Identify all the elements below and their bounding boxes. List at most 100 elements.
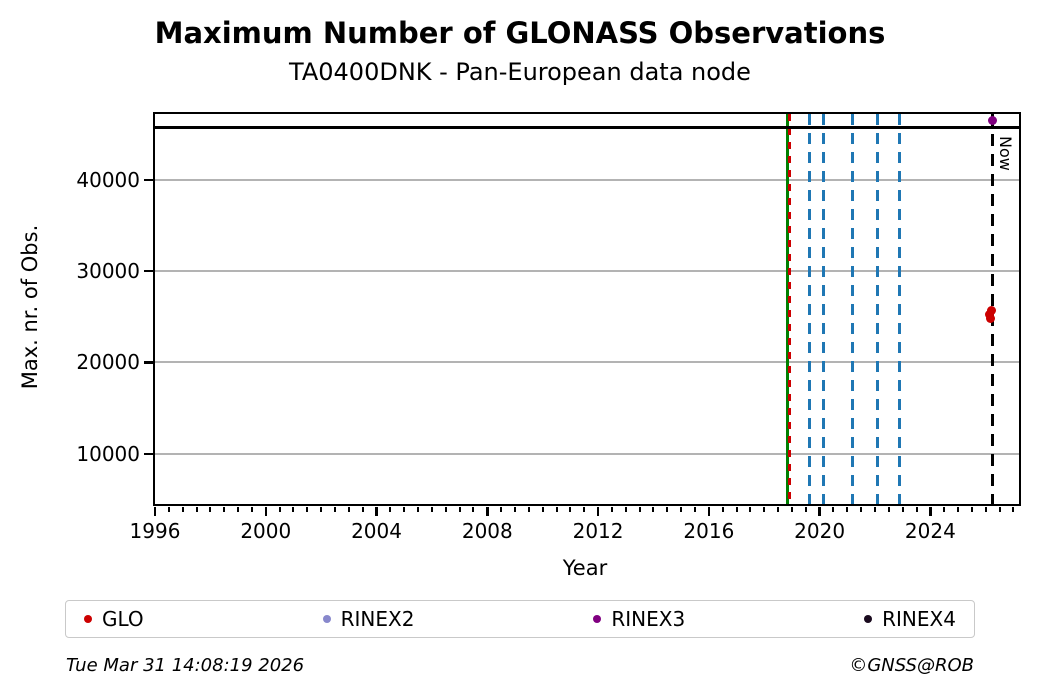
chart-title: Maximum Number of GLONASS Observations	[154, 16, 886, 50]
x-minor-tick	[541, 506, 544, 512]
copyright-credit: ©GNSS@ROB	[849, 655, 974, 676]
x-major-tick	[929, 506, 932, 516]
x-minor-tick	[749, 506, 752, 512]
x-tick-label: 2024	[904, 519, 956, 543]
x-minor-tick	[694, 506, 696, 512]
x-minor-tick	[970, 506, 973, 512]
x-minor-tick	[680, 506, 683, 512]
x-minor-tick	[209, 506, 212, 512]
x-minor-tick	[320, 506, 323, 512]
x-tick-label: 2020	[794, 519, 846, 543]
y-tick-label: 30000	[76, 259, 140, 284]
x-minor-tick	[278, 506, 281, 512]
gridline	[155, 178, 1019, 181]
plot-area: 10000 20000 30000 40000 1996 2000 2004 2008 2012…	[76, 112, 1021, 543]
x-minor-tick	[846, 506, 849, 512]
event-line-blue-4	[876, 114, 880, 504]
legend-item-rinex4: RINEX4	[864, 607, 956, 631]
x-axis-label: Year	[562, 556, 608, 580]
event-line-blue-1	[808, 114, 812, 504]
x-minor-tick	[514, 506, 516, 512]
x-minor-tick	[569, 506, 572, 512]
x-major-tick	[375, 506, 378, 516]
x-minor-tick	[804, 506, 807, 512]
x-minor-tick	[472, 506, 475, 512]
x-minor-tick	[874, 506, 876, 512]
x-minor-tick	[417, 506, 420, 512]
x-minor-tick	[901, 506, 904, 512]
y-tick	[143, 269, 153, 273]
x-minor-tick	[181, 506, 184, 512]
x-tick-label: 2000	[240, 519, 292, 543]
legend-label-rinex3: RINEX3	[611, 607, 686, 631]
x-tick-label: 2012	[572, 519, 624, 543]
rinex2-marker-icon	[322, 615, 331, 623]
x-minor-tick	[403, 506, 406, 512]
data-point-glo	[986, 314, 996, 324]
x-minor-tick	[984, 506, 987, 512]
x-tick-label: 1996	[129, 519, 181, 543]
x-minor-tick	[237, 506, 240, 512]
rinex4-marker-icon	[864, 615, 873, 623]
x-minor-tick	[389, 506, 392, 512]
legend-box: GLO RINEX2 RINEX3 RINEX4	[65, 600, 975, 638]
legend-item-glo: GLO	[84, 607, 144, 631]
x-major-tick	[486, 506, 489, 516]
y-tick	[143, 452, 153, 456]
y-tick-label: 10000	[76, 441, 140, 466]
x-minor-tick	[860, 506, 863, 512]
data-point-rinex3	[988, 115, 998, 125]
y-tick	[143, 178, 153, 181]
x-minor-tick	[250, 506, 253, 512]
x-minor-tick	[444, 506, 447, 512]
gridline	[155, 361, 1019, 364]
gridline	[155, 270, 1019, 273]
now-label: Now	[995, 136, 1015, 171]
legend-label-rinex2: RINEX2	[340, 607, 415, 631]
x-minor-tick	[735, 506, 738, 512]
x-minor-tick	[306, 506, 309, 512]
x-minor-tick	[458, 506, 461, 512]
legend-label-glo: GLO	[102, 607, 144, 631]
x-minor-tick	[610, 506, 613, 512]
x-minor-tick	[887, 506, 890, 512]
chart-subtitle: TA0400DNK - Pan-European data node	[289, 58, 751, 86]
x-minor-tick	[583, 506, 586, 512]
gridline	[155, 452, 1019, 455]
x-major-tick	[264, 506, 268, 516]
x-minor-tick	[832, 506, 835, 512]
x-tick-label: 2008	[461, 519, 513, 543]
x-minor-tick	[527, 506, 530, 512]
legend-item-rinex3: RINEX3	[593, 607, 685, 631]
event-line-blue-2	[822, 114, 826, 504]
x-minor-tick	[361, 506, 364, 512]
x-minor-tick	[790, 506, 793, 512]
y-tick	[143, 361, 153, 364]
x-minor-tick	[998, 506, 1001, 512]
x-minor-tick	[167, 506, 170, 512]
x-minor-tick	[292, 506, 295, 512]
x-minor-tick	[624, 506, 627, 512]
x-tick-label: 2016	[683, 519, 735, 543]
x-minor-tick	[721, 506, 724, 512]
y-tick-label: 20000	[76, 350, 140, 375]
rinex3-marker-icon	[593, 615, 602, 623]
event-line-blue-5	[898, 114, 902, 504]
max-obs-reference-line	[155, 126, 1019, 130]
legend-label-rinex4: RINEX4	[882, 607, 956, 631]
x-minor-tick	[195, 506, 198, 512]
x-minor-tick	[500, 506, 503, 512]
event-line-red-dashed	[787, 114, 791, 504]
x-minor-tick	[957, 506, 960, 512]
x-minor-tick	[1012, 506, 1015, 512]
glo-marker-icon	[84, 615, 92, 623]
x-minor-tick	[777, 506, 780, 512]
x-major-tick	[707, 506, 711, 516]
plot-timestamp: Tue Mar 31 14:08:19 2026	[66, 655, 305, 676]
x-major-tick	[596, 506, 600, 516]
x-minor-tick	[223, 506, 226, 512]
x-minor-tick	[347, 506, 350, 512]
x-major-tick	[818, 506, 821, 516]
x-minor-tick	[666, 506, 669, 512]
x-minor-tick	[555, 506, 558, 512]
